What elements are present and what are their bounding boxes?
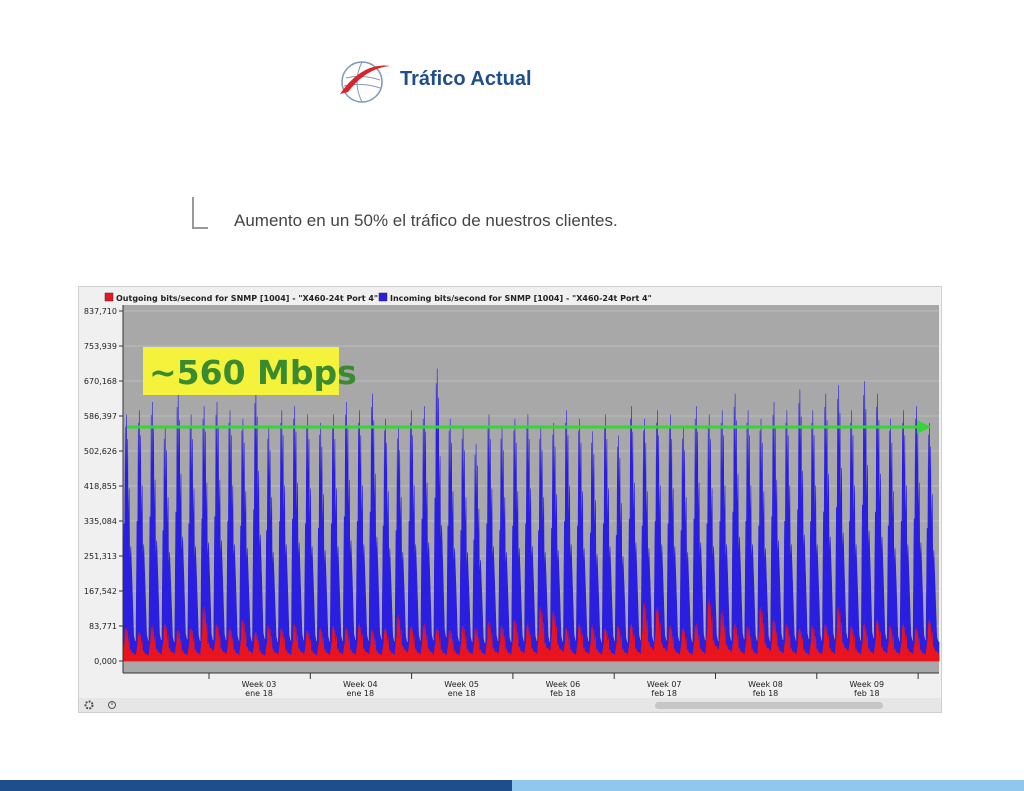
- y-tick-label: 83,771: [89, 622, 117, 631]
- legend-swatch-outgoing: [104, 292, 114, 302]
- chart-legend: Outgoing bits/second for SNMP [1004] - "…: [104, 292, 652, 303]
- page-subtitle: Aumento en un 50% el tráfico de nuestros…: [234, 211, 618, 230]
- x-tick-label-date: ene 18: [448, 689, 476, 698]
- traffic-chart: Outgoing bits/second for SNMP [1004] - "…: [79, 292, 941, 712]
- series-incoming-area: [122, 368, 940, 662]
- x-tick-label-date: feb 18: [550, 689, 576, 698]
- clock-icon[interactable]: [108, 701, 116, 709]
- subtitle-bracket: [192, 197, 208, 229]
- x-tick-label-week: Week 08: [748, 680, 783, 689]
- x-tick-label-week: Week 03: [242, 680, 277, 689]
- gear-outline: [84, 700, 94, 710]
- settings-gear-icon[interactable]: [84, 700, 94, 710]
- x-tick-label-date: feb 18: [651, 689, 677, 698]
- y-tick-label: 837,710: [84, 307, 117, 316]
- x-tick-label-date: feb 18: [753, 689, 779, 698]
- y-tick-label: 753,939: [84, 342, 117, 351]
- annotation-label: ~560 Mbps: [149, 353, 357, 392]
- y-tick-label: 670,168: [84, 377, 117, 386]
- chart-panel: Outgoing bits/second for SNMP [1004] - "…: [78, 286, 942, 713]
- x-tick-label-date: ene 18: [245, 689, 273, 698]
- annotation-arrowhead: [917, 420, 931, 435]
- footer-bar-dark: [0, 780, 512, 791]
- y-tick-label: 251,313: [84, 552, 117, 561]
- x-tick-label-week: Week 04: [343, 680, 378, 689]
- x-tick-label-week: Week 06: [546, 680, 581, 689]
- legend-swatch-incoming: [378, 292, 388, 302]
- horizontal-scrollbar-thumb[interactable]: [655, 702, 883, 709]
- legend-label-incoming: Incoming bits/second for SNMP [1004] - "…: [390, 294, 652, 303]
- x-tick-label-date: feb 18: [854, 689, 880, 698]
- x-tick-label-week: Week 05: [444, 680, 479, 689]
- x-tick-label-week: Week 09: [849, 680, 884, 689]
- y-tick-label: 167,542: [84, 587, 117, 596]
- legend-label-outgoing: Outgoing bits/second for SNMP [1004] - "…: [116, 294, 378, 303]
- y-tick-label: 586,397: [84, 412, 117, 421]
- x-tick-label-date: ene 18: [346, 689, 374, 698]
- brand-logo-icon: [340, 61, 390, 103]
- series-outgoing-area: [122, 598, 940, 662]
- footer-bar-light: [512, 780, 1024, 791]
- y-tick-label: 335,084: [84, 517, 117, 526]
- page-title: Tráfico Actual: [400, 68, 532, 90]
- y-tick-label: 418,855: [84, 482, 117, 491]
- x-tick-label-week: Week 07: [647, 680, 682, 689]
- annotation-box: [143, 347, 339, 395]
- y-tick-label: 0,000: [94, 657, 117, 666]
- y-tick-label: 502,626: [84, 447, 117, 456]
- clock-face: [108, 701, 116, 709]
